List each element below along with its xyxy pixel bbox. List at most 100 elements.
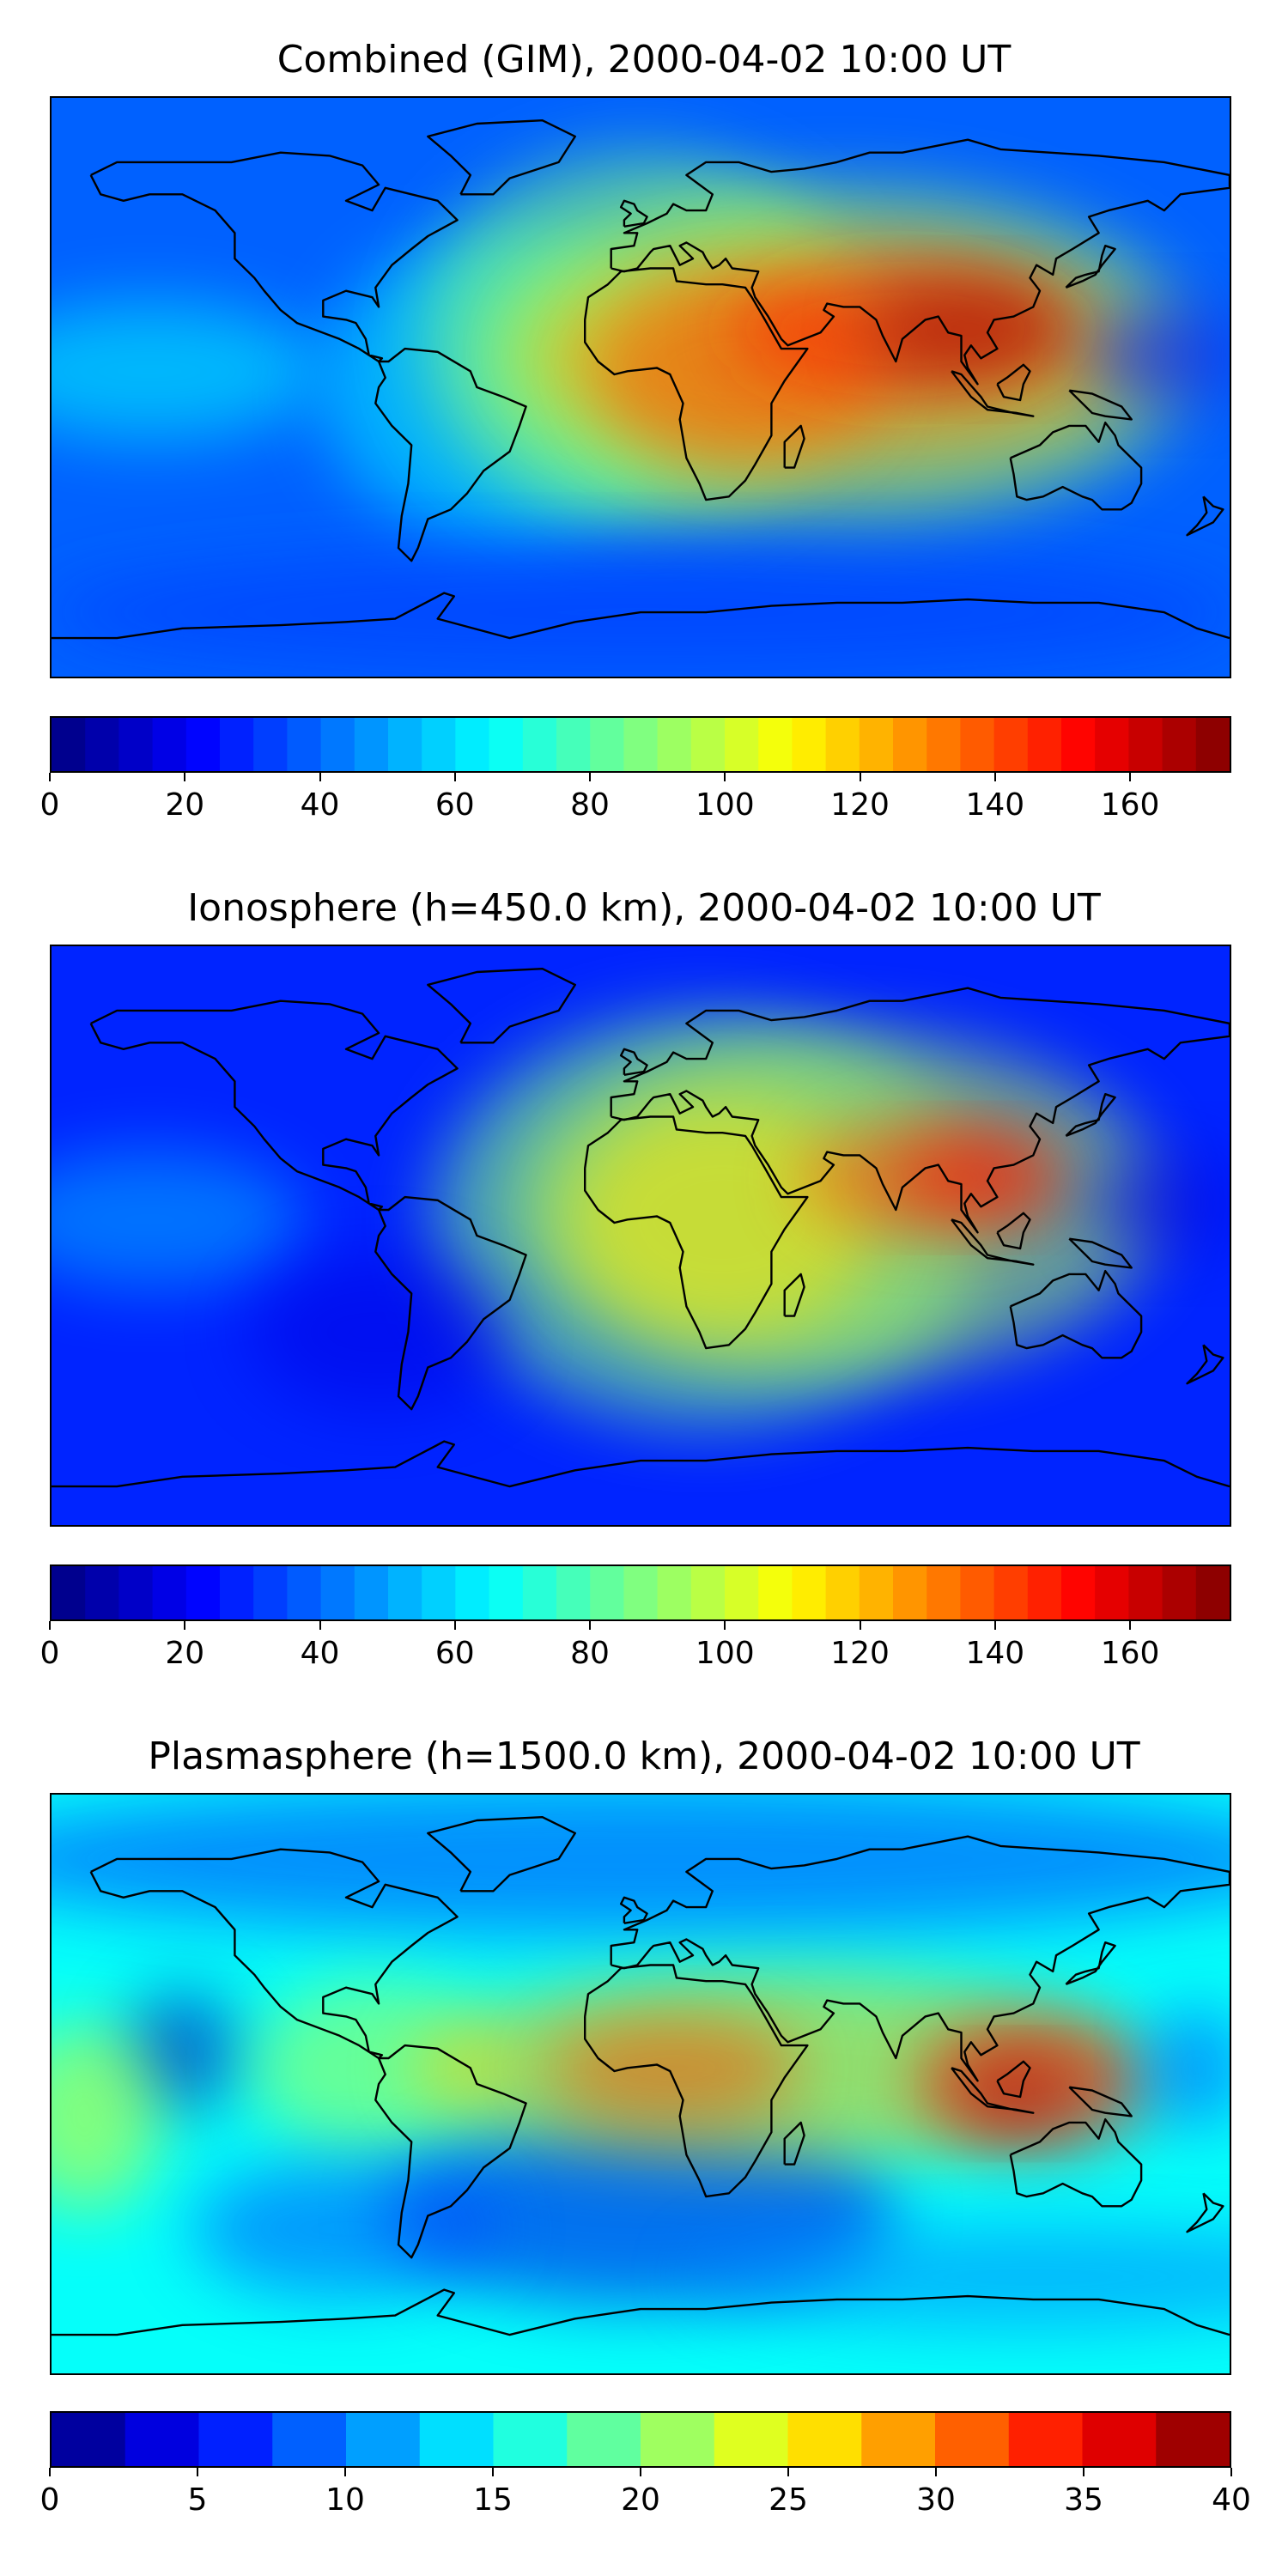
coastline-africa xyxy=(584,1115,809,1350)
colorbar-tick-label: 80 xyxy=(570,787,610,823)
map-svg-plasmasphere xyxy=(52,1795,1230,2373)
colorbar-tick-label: 25 xyxy=(769,2482,808,2518)
field-mark xyxy=(965,2059,1069,2129)
colorbar-segment xyxy=(893,1566,927,1619)
colorbar-segment xyxy=(52,718,86,771)
colorbar-segment xyxy=(253,718,288,771)
colorbar-segment xyxy=(522,718,557,771)
colorbar-tick-label: 20 xyxy=(621,2482,660,2518)
colorbar-tick xyxy=(49,773,51,781)
field xyxy=(52,1795,1230,2329)
coastline-antarctica xyxy=(52,592,1230,640)
colorbar-tick-label: 60 xyxy=(434,787,475,823)
colorbar-tick xyxy=(49,1621,51,1630)
colorbar-tick-label: 35 xyxy=(1064,2482,1103,2518)
colorbar-segment xyxy=(714,2413,789,2466)
colorbar-tick xyxy=(993,1621,996,1630)
colorbar-segment xyxy=(422,718,456,771)
colorbar-tick xyxy=(993,773,996,781)
field-mark xyxy=(690,2225,1230,2329)
colorbar-tick-label: 100 xyxy=(695,787,755,823)
colorbar-tick-label: 0 xyxy=(39,787,60,823)
colorbar-tick-label: 80 xyxy=(570,1636,610,1671)
colorbar-tick xyxy=(787,2468,789,2476)
coastline-indonesia xyxy=(951,1218,1035,1266)
colorbar-tick-label: 160 xyxy=(1100,1636,1160,1671)
colorbar-tick-label: 140 xyxy=(965,1636,1025,1671)
coastline-madagascar xyxy=(783,424,805,469)
colorbar-segment xyxy=(455,1566,490,1619)
coastline-new-guinea xyxy=(1068,389,1133,421)
colorbar-segment xyxy=(792,1566,827,1619)
colorbar-tick-label: 5 xyxy=(187,2482,208,2518)
coastline-australia xyxy=(1009,422,1143,511)
colorbar-segment xyxy=(287,1566,322,1619)
field-mark xyxy=(865,282,1072,377)
coastline-eurasia xyxy=(610,1835,1230,2082)
colorbar-segment xyxy=(825,1566,860,1619)
coastline-greenland xyxy=(427,119,576,196)
colorbar-segment xyxy=(489,1566,524,1619)
colorbar-segment xyxy=(556,718,591,771)
colorbar-segment xyxy=(623,1566,659,1619)
field-mark xyxy=(250,1982,508,2154)
colorbar-segment xyxy=(52,2413,126,2466)
field-mark xyxy=(1086,303,1230,407)
colorbar-segment xyxy=(787,2413,862,2466)
colorbar-segment xyxy=(590,1566,624,1619)
coastline-north-america xyxy=(89,151,459,363)
colorbar-segment xyxy=(690,718,726,771)
colorbar-tick xyxy=(859,1621,861,1630)
coastline-eurasia xyxy=(610,138,1230,386)
colorbar-segment xyxy=(1156,2413,1230,2466)
colorbar-segment xyxy=(118,1566,154,1619)
colorbar-tick xyxy=(724,773,726,781)
colorbar-tick xyxy=(319,1621,321,1630)
colorbar-segment xyxy=(792,718,827,771)
colorbar-tick xyxy=(640,2468,641,2476)
colorbar-tick-label: 120 xyxy=(830,787,890,823)
coastline-britain xyxy=(619,199,648,228)
colorbar-combined xyxy=(50,716,1231,773)
field-mark xyxy=(1086,1151,1230,1255)
map-ionosphere xyxy=(50,945,1231,1527)
colorbar-tick xyxy=(184,1621,186,1630)
colorbar-tick xyxy=(1083,2468,1084,2476)
colorbar-tick xyxy=(184,773,186,781)
colorbar-segment xyxy=(253,1566,288,1619)
colorbar-segment xyxy=(522,1566,557,1619)
colorbar-ionosphere xyxy=(50,1564,1231,1621)
colorbar-segment xyxy=(493,2413,568,2466)
coastline-indonesia xyxy=(951,2067,1035,2114)
colorbar-segment xyxy=(927,1566,961,1619)
colorbar-tick-label: 140 xyxy=(965,787,1025,823)
field-mark xyxy=(52,2021,162,2211)
colorbar-tick xyxy=(859,773,861,781)
colorbar-segment xyxy=(935,2413,1010,2466)
colorbar-segment xyxy=(455,718,490,771)
colorbar-segment xyxy=(758,718,793,771)
colorbar-segment xyxy=(1195,718,1230,771)
colorbar-segment xyxy=(388,1566,422,1619)
coastline-greenland xyxy=(427,1816,576,1893)
colorbar-segment xyxy=(960,1566,995,1619)
map-svg-ionosphere xyxy=(52,946,1230,1525)
colorbar-segment xyxy=(152,718,187,771)
field xyxy=(52,1013,1230,1426)
colorbar-tick-label: 0 xyxy=(39,1636,60,1671)
colorbar-segment xyxy=(1162,1566,1197,1619)
colorbar-tick xyxy=(1129,1621,1132,1630)
colorbar-tick-label: 40 xyxy=(300,787,340,823)
colorbar-ticks-ionosphere: 0 20 40 60 80 100 120 140 160 xyxy=(40,1621,1231,1673)
coastline-new-zealand xyxy=(1186,2192,1224,2233)
colorbar-segment xyxy=(354,718,389,771)
colorbar-tick-label: 160 xyxy=(1100,787,1160,823)
colorbar-segment xyxy=(85,1566,119,1619)
colorbar-segment xyxy=(623,718,659,771)
map-combined xyxy=(50,96,1231,678)
map-plasmasphere xyxy=(50,1793,1231,2375)
coastline-indonesia xyxy=(951,370,1035,417)
map-title-plasmasphere: Plasmasphere (h=1500.0 km), 2000-04-02 1… xyxy=(148,1735,1140,1778)
colorbar-tick xyxy=(1129,773,1132,781)
field-mark xyxy=(52,1795,1230,1936)
